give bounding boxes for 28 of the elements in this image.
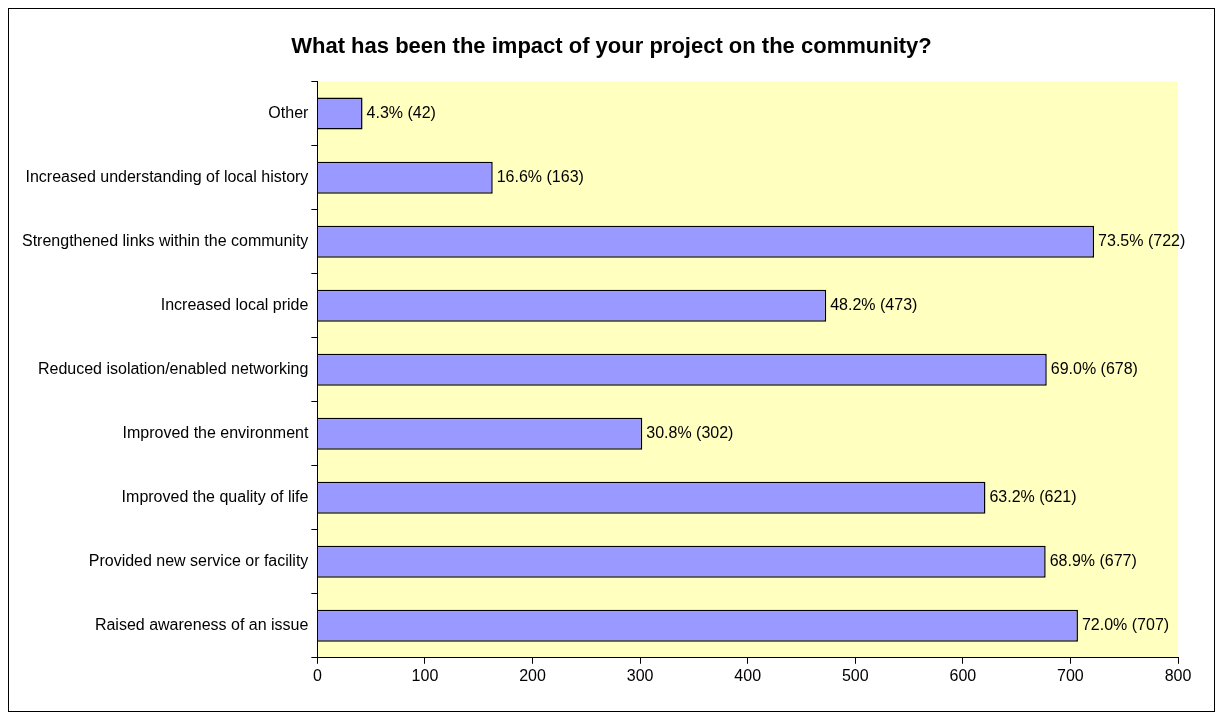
- data-label: 73.5% (722): [1098, 232, 1186, 250]
- x-tick-label: 400: [734, 666, 762, 684]
- data-label: 72.0% (707): [1081, 616, 1170, 634]
- data-label: 69.0% (678): [1050, 360, 1138, 378]
- y-tick-label: Raised awareness of an issue: [94, 616, 309, 634]
- data-label: 63.2% (621): [989, 488, 1077, 506]
- y-tick-label: Improved the environment: [122, 424, 309, 442]
- x-tick-label: 200: [519, 666, 546, 684]
- data-label: 30.8% (302): [646, 424, 734, 442]
- chart-title: What has been the impact of your project on the community?: [290, 33, 933, 59]
- y-tick-label: Increased understanding of local history: [25, 168, 309, 186]
- data-label: 68.9% (677): [1049, 552, 1137, 570]
- y-tick-label: Improved the quality of life: [121, 488, 309, 506]
- x-tick-label: 500: [841, 666, 869, 684]
- x-tick-label: 600: [949, 666, 977, 684]
- y-tick-label: Other: [268, 104, 310, 122]
- x-tick-label: 800: [1164, 666, 1192, 684]
- data-label: 4.3% (42): [366, 104, 436, 122]
- y-tick-label: Increased local pride: [160, 296, 309, 314]
- x-tick-label: 0: [312, 666, 322, 684]
- y-tick-label: Reduced isolation/enabled networking: [37, 360, 309, 378]
- x-tick-label: 300: [626, 666, 654, 684]
- x-tick-label: 100: [411, 666, 439, 684]
- y-tick-label: Provided new service or facility: [88, 552, 309, 570]
- data-label: 16.6% (163): [496, 168, 584, 186]
- y-tick-label: Strengthened links within the community: [21, 232, 309, 250]
- data-label: 48.2% (473): [830, 296, 918, 314]
- x-tick-label: 700: [1057, 666, 1084, 684]
